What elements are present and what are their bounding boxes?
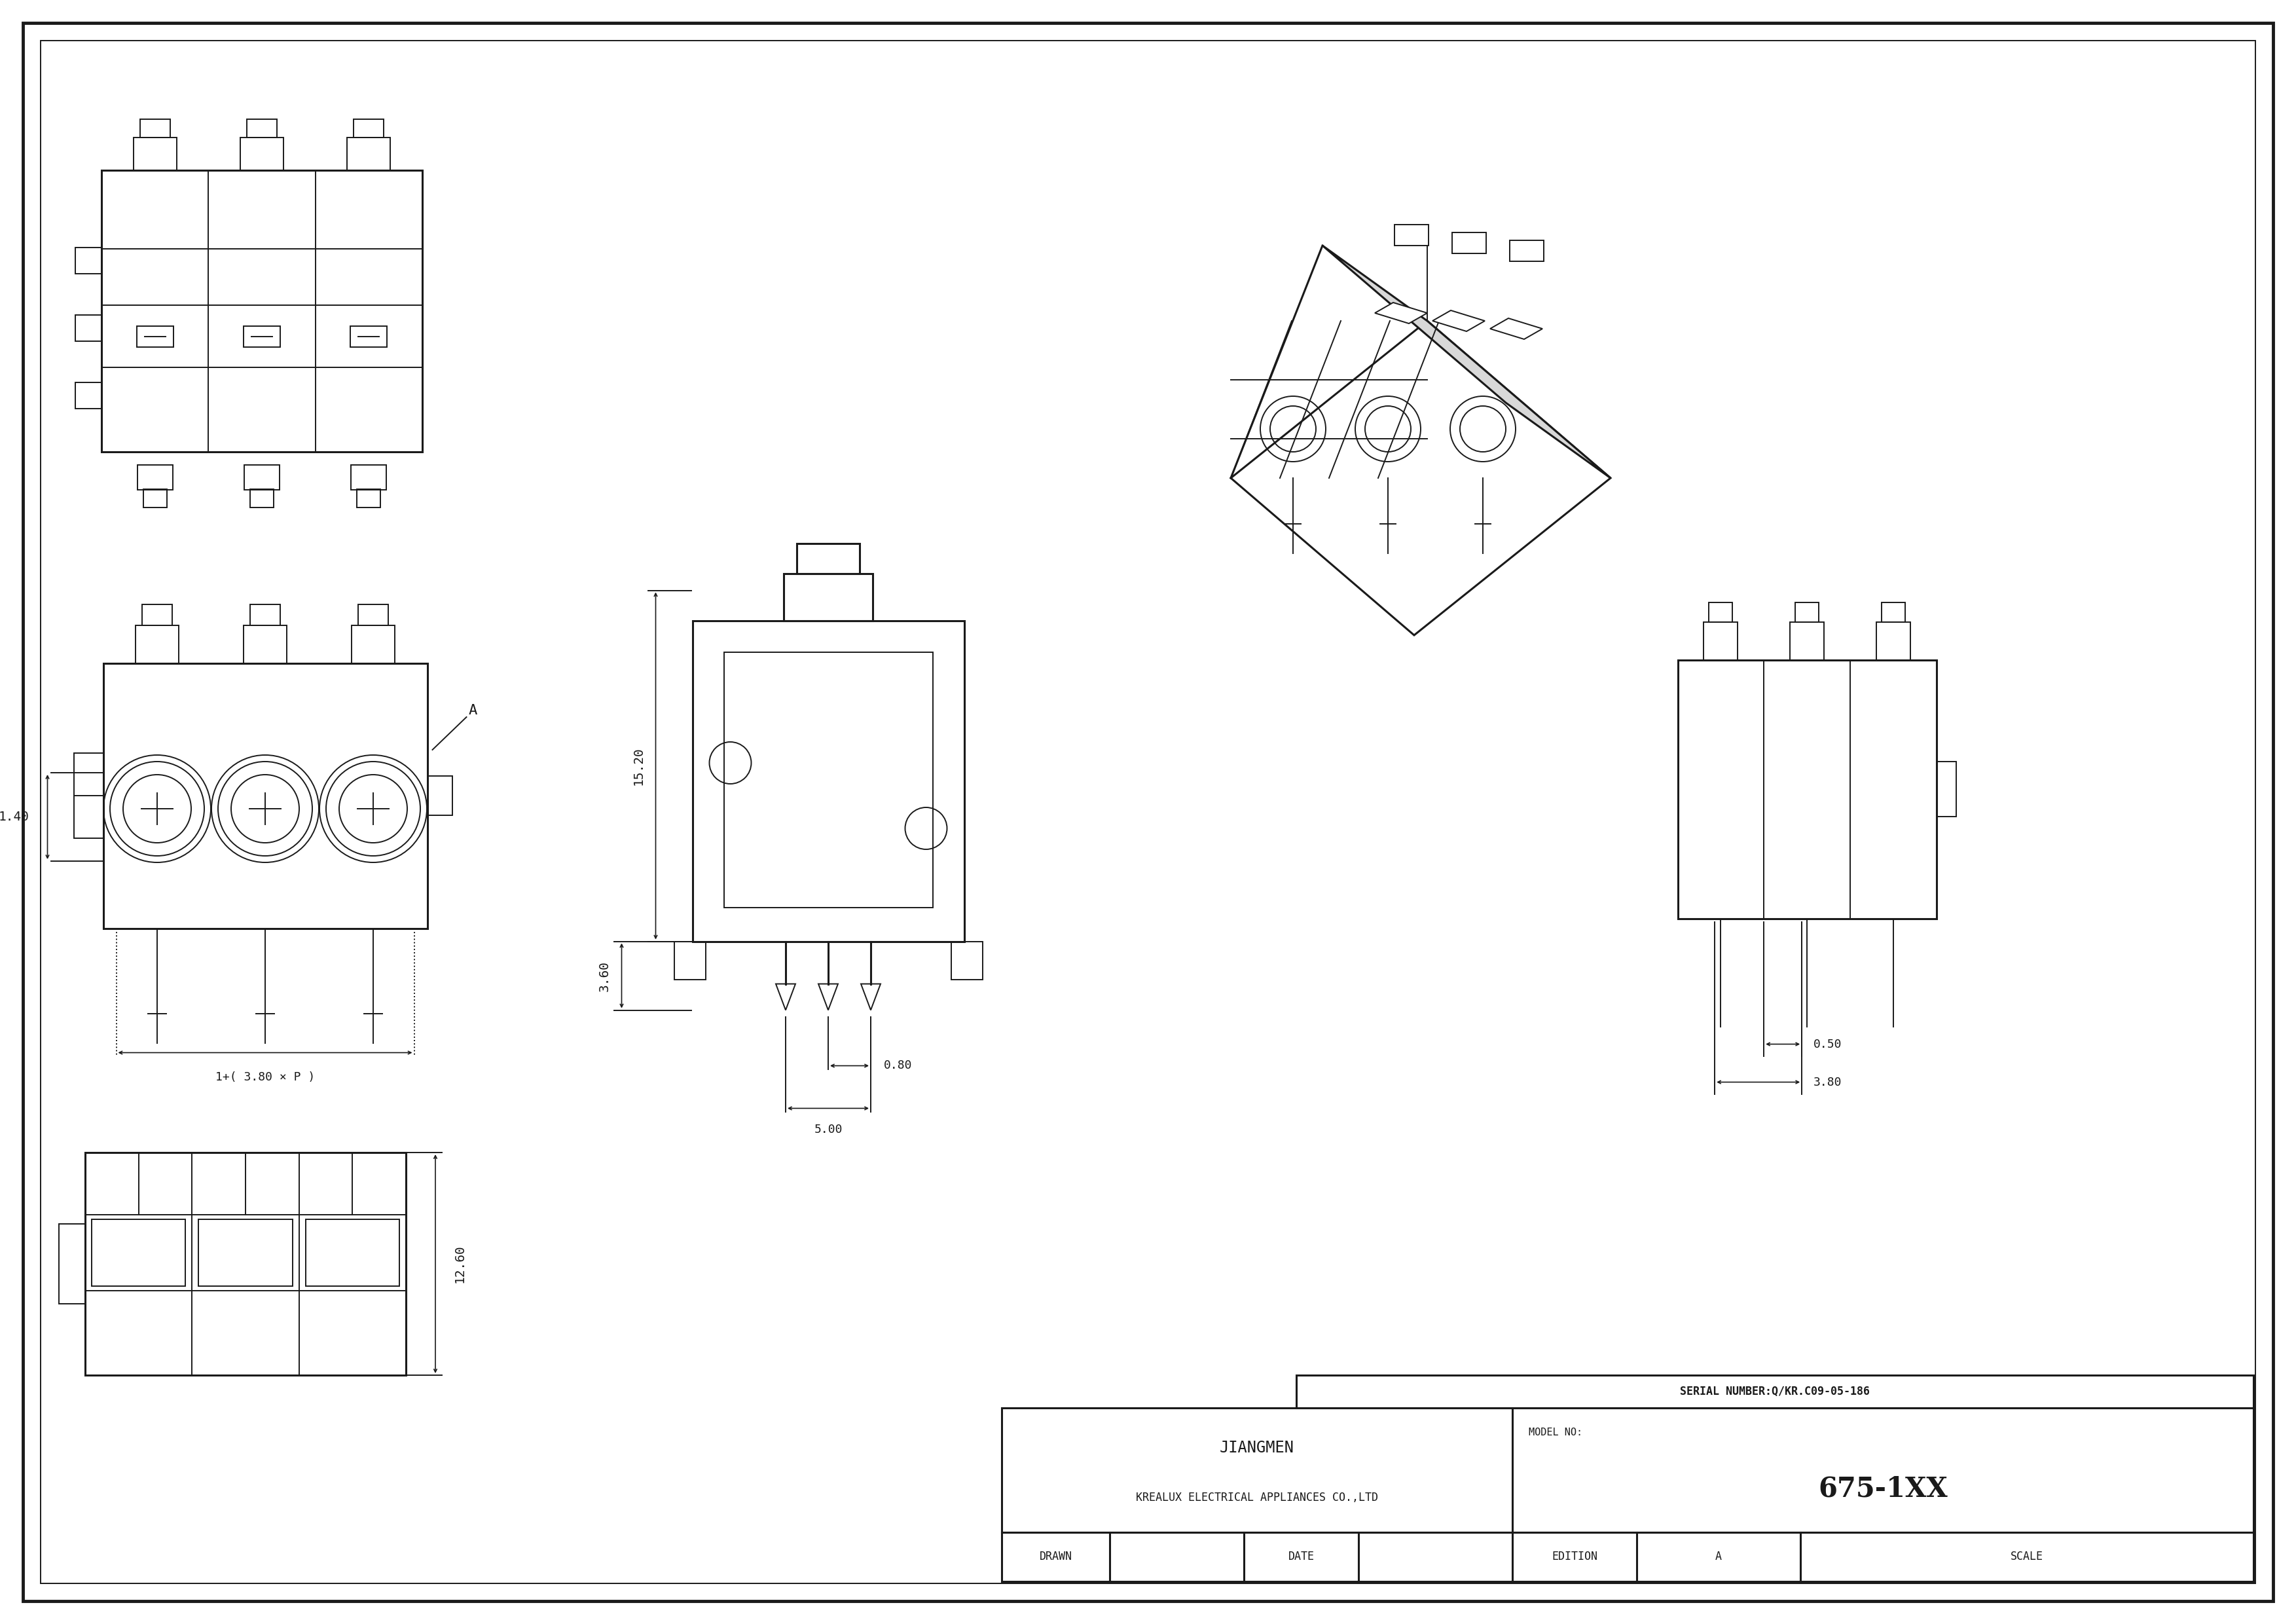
Text: A: A bbox=[1715, 1551, 1722, 1562]
Bar bbox=[1704, 622, 1738, 659]
Text: DRAWN: DRAWN bbox=[1040, 1551, 1072, 1562]
Bar bbox=[305, 1220, 400, 1286]
Text: KREALUX ELECTRICAL APPLIANCES CO.,LTD: KREALUX ELECTRICAL APPLIANCES CO.,LTD bbox=[1137, 1491, 1378, 1504]
Bar bbox=[246, 119, 278, 138]
Text: 15.20: 15.20 bbox=[631, 747, 645, 784]
Bar bbox=[60, 1224, 85, 1304]
Text: SERIAL NUMBER:Q/KR.C09-05-186: SERIAL NUMBER:Q/KR.C09-05-186 bbox=[1681, 1385, 1869, 1397]
Polygon shape bbox=[1231, 322, 1609, 635]
Bar bbox=[101, 171, 422, 451]
Bar bbox=[1880, 603, 1906, 622]
Bar bbox=[1511, 240, 1543, 261]
Bar bbox=[250, 489, 273, 507]
Bar bbox=[85, 1153, 406, 1376]
Text: EDITION: EDITION bbox=[1552, 1551, 1598, 1562]
Bar bbox=[723, 651, 932, 908]
Bar bbox=[693, 620, 964, 942]
Bar bbox=[797, 542, 859, 573]
Text: JIANGMEN: JIANGMEN bbox=[1219, 1440, 1295, 1455]
Bar bbox=[135, 625, 179, 663]
Bar bbox=[103, 663, 427, 929]
Polygon shape bbox=[1375, 302, 1428, 323]
Bar bbox=[76, 247, 101, 273]
Text: SCALE: SCALE bbox=[2011, 1551, 2043, 1562]
Text: 5.00: 5.00 bbox=[815, 1124, 843, 1135]
Bar bbox=[140, 119, 170, 138]
Bar bbox=[675, 942, 705, 979]
Bar bbox=[142, 604, 172, 625]
Bar bbox=[1791, 622, 1823, 659]
Text: 3.60: 3.60 bbox=[599, 960, 611, 991]
Bar bbox=[347, 138, 390, 171]
Bar bbox=[243, 326, 280, 348]
Polygon shape bbox=[1433, 310, 1486, 331]
Text: 1+( 3.80 × P ): 1+( 3.80 × P ) bbox=[216, 1072, 315, 1083]
Bar bbox=[354, 119, 383, 138]
Bar bbox=[250, 604, 280, 625]
Bar bbox=[76, 315, 101, 341]
Bar bbox=[1936, 762, 1956, 817]
Text: 3.80: 3.80 bbox=[1814, 1077, 1841, 1088]
Text: 675-1XX: 675-1XX bbox=[1818, 1475, 1947, 1502]
Text: 0.80: 0.80 bbox=[884, 1060, 912, 1072]
Bar bbox=[133, 138, 177, 171]
Bar bbox=[356, 489, 381, 507]
Polygon shape bbox=[1322, 245, 1609, 477]
Bar bbox=[197, 1220, 292, 1286]
Bar bbox=[243, 625, 287, 663]
Bar bbox=[351, 625, 395, 663]
Bar bbox=[1876, 622, 1910, 659]
Bar bbox=[358, 604, 388, 625]
Bar bbox=[1001, 1408, 2252, 1533]
Polygon shape bbox=[1490, 318, 1543, 339]
Text: A: A bbox=[468, 703, 478, 718]
Text: 12.60: 12.60 bbox=[455, 1244, 466, 1283]
Text: 0.50: 0.50 bbox=[1814, 1038, 1841, 1051]
Bar bbox=[243, 464, 280, 490]
Bar bbox=[1394, 224, 1428, 245]
Bar bbox=[138, 464, 172, 490]
Bar bbox=[1001, 1533, 2252, 1582]
Text: DATE: DATE bbox=[1288, 1551, 1313, 1562]
Bar bbox=[138, 326, 172, 348]
Bar bbox=[951, 942, 983, 979]
Bar bbox=[1708, 603, 1733, 622]
Bar bbox=[1451, 232, 1486, 253]
Text: 1.40: 1.40 bbox=[0, 810, 30, 823]
Bar bbox=[351, 464, 386, 490]
Bar bbox=[241, 138, 282, 171]
Bar bbox=[1795, 603, 1818, 622]
Bar bbox=[351, 326, 388, 348]
Bar bbox=[427, 776, 452, 815]
Bar bbox=[92, 1220, 186, 1286]
Bar bbox=[1297, 1376, 2252, 1408]
Text: MODEL NO:: MODEL NO: bbox=[1529, 1427, 1582, 1437]
Bar bbox=[73, 754, 103, 838]
Bar bbox=[142, 489, 168, 507]
Bar bbox=[1678, 659, 1936, 919]
Bar bbox=[76, 382, 101, 409]
Bar bbox=[783, 573, 872, 620]
